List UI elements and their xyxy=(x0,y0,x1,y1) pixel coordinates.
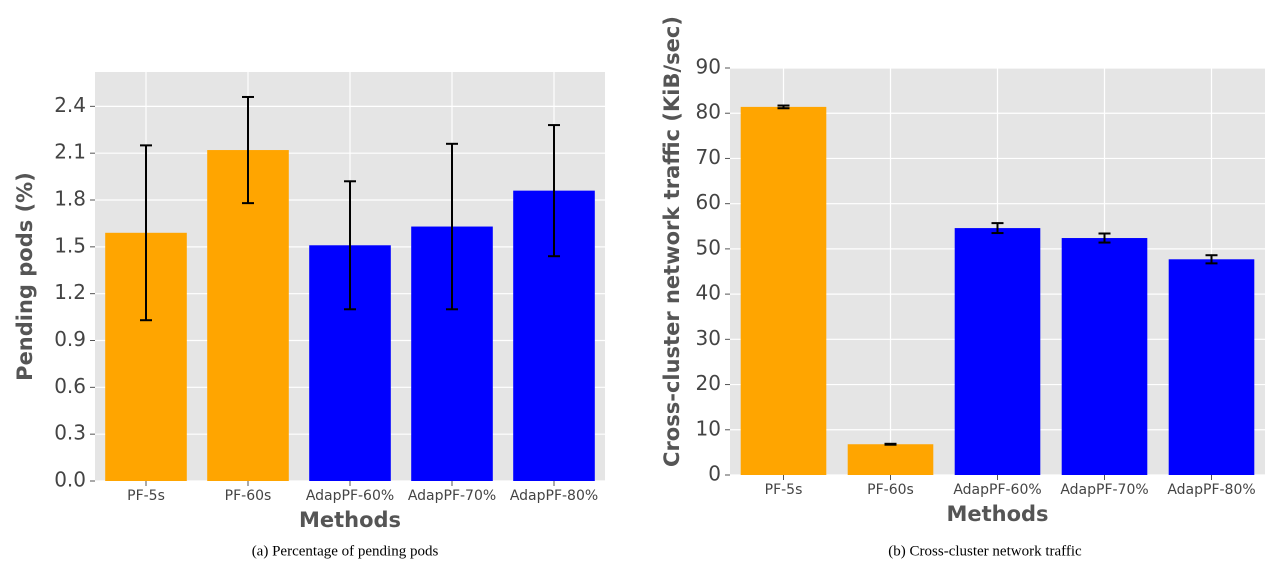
y-axis-label: Pending pods (%) xyxy=(13,172,37,381)
x-tick-label: AdapPF-60% xyxy=(953,482,1041,498)
x-axis-label: Methods xyxy=(299,508,401,532)
y-tick-label: 1.8 xyxy=(54,187,86,211)
y-tick-label: 50 xyxy=(696,235,721,259)
y-tick-label: 70 xyxy=(696,145,721,169)
y-tick-label: 0 xyxy=(708,462,721,486)
y-tick-label: 0.0 xyxy=(54,468,86,492)
x-tick-label: AdapPF-70% xyxy=(408,488,496,504)
y-axis-label: Cross-cluster network traffic (KiB/sec) xyxy=(660,16,684,467)
y-tick-label: 10 xyxy=(696,416,721,440)
bar xyxy=(1061,238,1148,475)
caption: (a) Percentage of pending pods xyxy=(252,543,439,559)
bar xyxy=(1168,259,1255,475)
y-tick-label: 2.4 xyxy=(54,93,86,117)
y-tick-label: 90 xyxy=(696,55,721,79)
y-tick-label: 0.6 xyxy=(54,374,86,398)
x-tick-label: AdapPF-60% xyxy=(306,488,394,504)
x-tick-label: PF-60s xyxy=(225,488,272,504)
y-tick-label: 0.9 xyxy=(54,327,86,351)
y-tick-label: 40 xyxy=(696,281,721,305)
y-tick-label: 20 xyxy=(696,371,721,395)
bar xyxy=(207,150,289,481)
y-tick-label: 1.2 xyxy=(54,280,86,304)
y-tick-label: 60 xyxy=(696,190,721,214)
x-tick-label: PF-5s xyxy=(765,482,803,498)
x-tick-label: AdapPF-70% xyxy=(1060,482,1148,498)
y-tick-label: 2.1 xyxy=(54,140,86,164)
bar xyxy=(740,106,827,475)
y-tick-label: 0.3 xyxy=(54,421,86,445)
x-tick-label: PF-60s xyxy=(867,482,914,498)
x-axis-label: Methods xyxy=(946,502,1048,526)
bar xyxy=(847,444,934,475)
y-tick-label: 30 xyxy=(696,326,721,350)
x-tick-label: AdapPF-80% xyxy=(510,488,598,504)
x-tick-label: AdapPF-80% xyxy=(1167,482,1255,498)
x-tick-label: PF-5s xyxy=(127,488,165,504)
y-tick-label: 1.5 xyxy=(54,233,86,257)
bar xyxy=(954,228,1041,475)
y-tick-label: 80 xyxy=(696,100,721,124)
caption: (b) Cross-cluster network traffic xyxy=(888,543,1082,559)
